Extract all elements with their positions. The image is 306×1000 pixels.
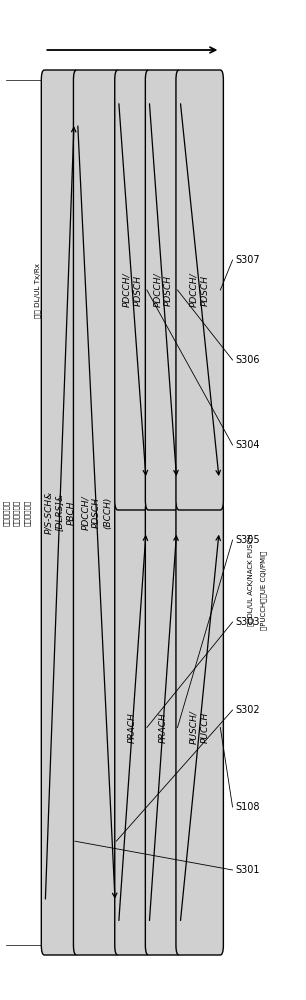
Text: 接收系统信息: 接收系统信息 [13, 499, 20, 526]
Text: S108: S108 [236, 802, 260, 812]
Text: 随机接入处理: 随机接入处理 [24, 499, 30, 526]
FancyBboxPatch shape [176, 70, 223, 510]
Text: PDCCH/
PDSCH: PDCCH/ PDSCH [153, 273, 173, 307]
Text: 一般 DL/UL Tx/Rx: 一般 DL/UL Tx/Rx [34, 262, 41, 318]
Text: PUSCH/
PUCCH: PUSCH/ PUCCH [190, 711, 210, 744]
Text: 初始小区搜索: 初始小区搜索 [3, 499, 9, 526]
Text: 利用DL/UL ACK/NACK PUSCH: 利用DL/UL ACK/NACK PUSCH [248, 534, 255, 626]
Text: PDCCH/
PDSCH
(BCCH): PDCCH/ PDSCH (BCCH) [81, 495, 112, 530]
Text: PRACH: PRACH [159, 712, 167, 743]
Text: PRACH: PRACH [128, 712, 137, 743]
Text: S306: S306 [236, 355, 260, 365]
FancyBboxPatch shape [176, 500, 223, 955]
Text: S301: S301 [236, 865, 260, 875]
FancyBboxPatch shape [115, 500, 150, 955]
FancyBboxPatch shape [73, 70, 119, 955]
Text: P/S-SCH&
[DLRS]&
PBCH: P/S-SCH& [DLRS]& PBCH [44, 491, 75, 534]
FancyBboxPatch shape [115, 70, 150, 510]
Text: S307: S307 [236, 255, 260, 265]
FancyBboxPatch shape [145, 70, 181, 510]
Text: S303: S303 [236, 617, 260, 627]
Text: S305: S305 [236, 535, 260, 545]
FancyBboxPatch shape [145, 500, 181, 955]
Text: 和PUCCH报告UE CQI/PMI栖: 和PUCCH报告UE CQI/PMI栖 [260, 550, 267, 630]
Text: PDCCH/
PDSCH: PDCCH/ PDSCH [122, 273, 142, 307]
Text: PDCCH/
PDSCH: PDCCH/ PDSCH [190, 273, 210, 307]
FancyBboxPatch shape [41, 70, 78, 955]
Text: S304: S304 [236, 440, 260, 450]
Text: S302: S302 [236, 705, 260, 715]
